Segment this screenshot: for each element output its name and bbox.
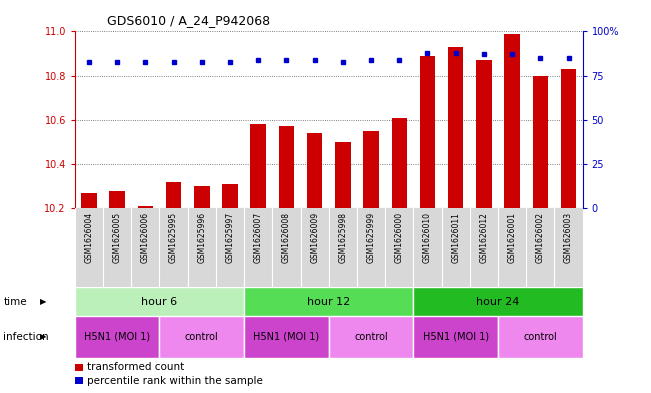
Text: GSM1626001: GSM1626001 — [508, 212, 517, 263]
Text: GSM1626004: GSM1626004 — [85, 212, 94, 263]
Text: GSM1626000: GSM1626000 — [395, 212, 404, 263]
Bar — [329, 316, 413, 358]
Text: H5N1 (MOI 1): H5N1 (MOI 1) — [253, 332, 320, 342]
Text: hour 6: hour 6 — [141, 297, 178, 307]
Bar — [137, 206, 153, 208]
Text: hour 24: hour 24 — [477, 297, 519, 307]
Bar — [498, 316, 583, 358]
Bar — [109, 191, 125, 208]
Text: GSM1626002: GSM1626002 — [536, 212, 545, 263]
Text: GSM1625999: GSM1625999 — [367, 212, 376, 263]
Bar — [413, 287, 583, 316]
Text: GSM1625996: GSM1625996 — [197, 212, 206, 263]
Bar — [81, 193, 97, 208]
Bar — [476, 60, 492, 208]
Bar — [159, 316, 244, 358]
Bar — [505, 34, 520, 208]
Bar — [561, 69, 576, 208]
Text: control: control — [354, 332, 388, 342]
Bar — [279, 127, 294, 208]
Bar — [363, 131, 379, 208]
Text: GSM1626007: GSM1626007 — [254, 212, 263, 263]
Text: GSM1626011: GSM1626011 — [451, 212, 460, 263]
Text: GSM1626010: GSM1626010 — [423, 212, 432, 263]
Bar — [194, 186, 210, 208]
Text: GDS6010 / A_24_P942068: GDS6010 / A_24_P942068 — [107, 14, 271, 27]
Bar — [335, 142, 351, 208]
Text: GSM1625997: GSM1625997 — [225, 212, 234, 263]
Bar — [413, 316, 498, 358]
Bar — [251, 124, 266, 208]
Text: GSM1626003: GSM1626003 — [564, 212, 573, 263]
Text: control: control — [185, 332, 219, 342]
Text: ▶: ▶ — [40, 297, 47, 306]
Text: hour 12: hour 12 — [307, 297, 350, 307]
Bar — [244, 316, 329, 358]
Text: GSM1626012: GSM1626012 — [479, 212, 488, 263]
Text: GSM1626008: GSM1626008 — [282, 212, 291, 263]
Text: ▶: ▶ — [40, 332, 47, 342]
Bar — [448, 47, 464, 208]
Text: transformed count: transformed count — [87, 362, 184, 372]
Bar — [420, 56, 436, 208]
Text: control: control — [523, 332, 557, 342]
Bar — [222, 184, 238, 208]
Text: H5N1 (MOI 1): H5N1 (MOI 1) — [422, 332, 489, 342]
Text: H5N1 (MOI 1): H5N1 (MOI 1) — [84, 332, 150, 342]
Text: GSM1625995: GSM1625995 — [169, 212, 178, 263]
Text: time: time — [3, 297, 27, 307]
Text: GSM1626009: GSM1626009 — [310, 212, 319, 263]
Text: GSM1626006: GSM1626006 — [141, 212, 150, 263]
Bar — [391, 118, 407, 208]
Bar — [75, 287, 244, 316]
Bar — [307, 133, 322, 208]
Bar — [166, 182, 182, 208]
Text: GSM1625998: GSM1625998 — [339, 212, 348, 263]
Text: GSM1626005: GSM1626005 — [113, 212, 122, 263]
Bar — [75, 316, 159, 358]
Text: infection: infection — [3, 332, 49, 342]
Text: percentile rank within the sample: percentile rank within the sample — [87, 376, 262, 386]
Bar — [244, 287, 413, 316]
Bar — [533, 75, 548, 208]
